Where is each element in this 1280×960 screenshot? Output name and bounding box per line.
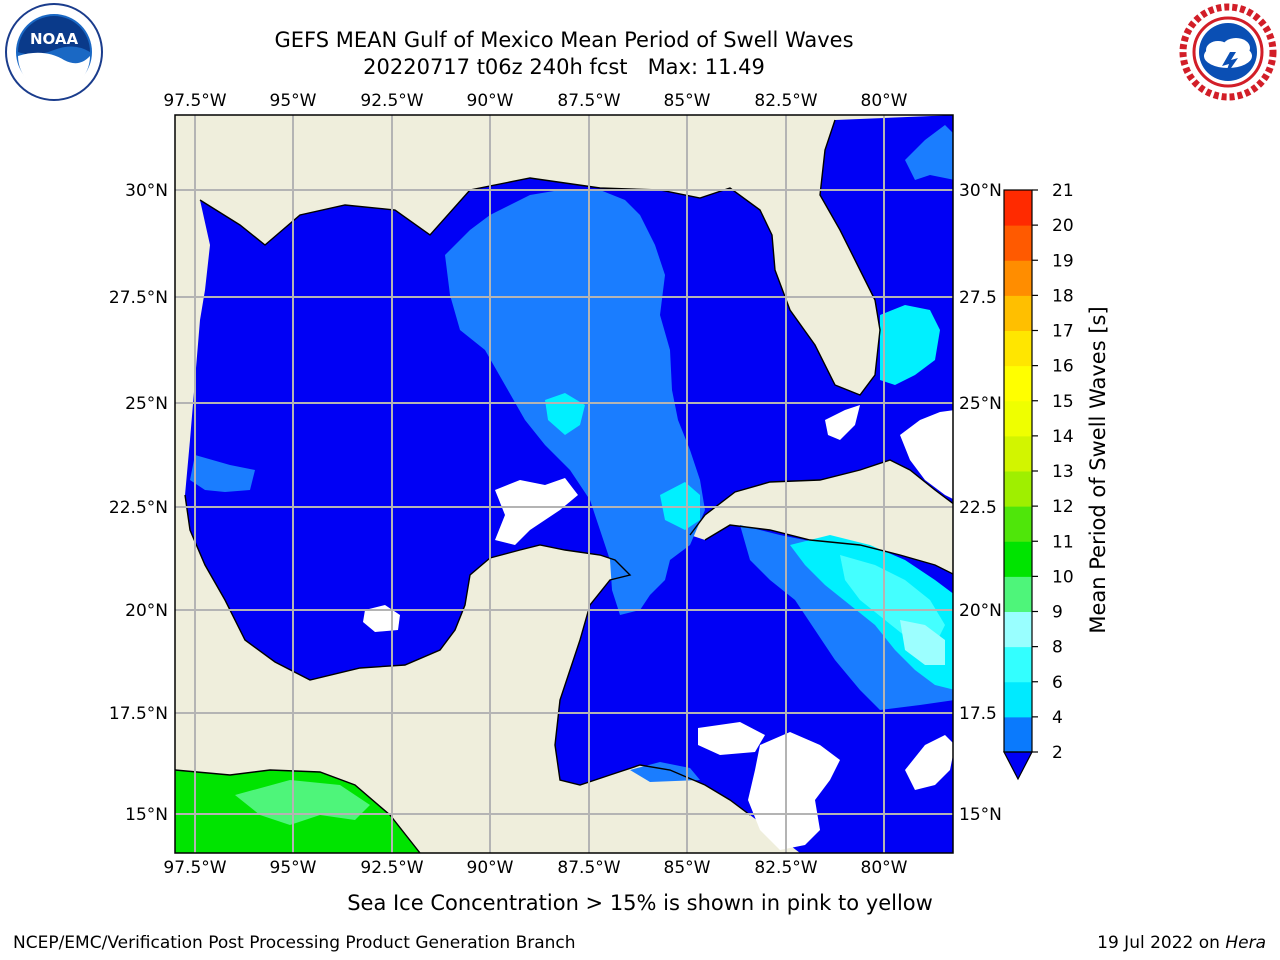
lon-label-bottom: 90°W — [467, 858, 514, 878]
colorbar-segment — [1004, 541, 1032, 577]
colorbar: 2 4 6 8 9 10 11 12 13 14 15 16 17 18 19 20 21 — [1003, 181, 1074, 781]
noaa-logo-text: NOAA — [30, 30, 79, 48]
footer-credit: NCEP/EMC/Verification Post Processing Pr… — [13, 933, 576, 953]
colorbar-tick-label: 19 — [1052, 251, 1074, 271]
lat-labels-right: 30°N 27.5 25°N 22.5 20°N 17.5 15°N — [959, 181, 1002, 825]
band-4-6-florida — [880, 305, 940, 385]
colorbar-tick-label: 18 — [1052, 286, 1074, 306]
band-2-4-west — [190, 455, 255, 492]
colorbar-segment — [1004, 681, 1032, 718]
nodata-patch-campeche — [363, 605, 400, 632]
map-frame — [174, 114, 954, 854]
lon-label-top: 95°W — [270, 91, 317, 111]
colorbar-segment — [1004, 716, 1032, 753]
colorbar-tick-label: 17 — [1052, 322, 1074, 342]
band-2-4-atlantic — [905, 125, 953, 180]
colorbar-extend-arrow — [1003, 751, 1033, 781]
colorbar-tick-label: 13 — [1052, 462, 1074, 482]
band-8-9-caribbean — [900, 620, 945, 665]
colorbar-tick-label: 16 — [1052, 357, 1074, 377]
colorbar-tick-label: 8 — [1052, 638, 1063, 658]
footer-host: Hera — [1225, 933, 1266, 953]
band-2-4-caribbean — [740, 525, 953, 710]
colorbar-tick-label: 6 — [1052, 673, 1063, 693]
colorbar-tick-label: 12 — [1052, 497, 1074, 517]
sea-ice-note: Sea Ice Concentration > 15% is shown in … — [347, 891, 933, 915]
lon-label-bottom: 82.5°W — [754, 858, 817, 878]
lon-label-top: 97.5°W — [163, 91, 226, 111]
colorbar-segment — [1004, 611, 1032, 648]
lon-label-bottom: 80°W — [861, 858, 908, 878]
colorbar-segment — [1004, 435, 1032, 472]
lat-label-left: 20°N — [125, 601, 168, 621]
colorbar-segment — [1004, 295, 1032, 331]
colorbar-tick-label: 9 — [1052, 603, 1063, 623]
lat-label-left: 30°N — [125, 181, 168, 201]
colorbar-segment — [1004, 260, 1032, 296]
lon-labels-top: 97.5°W 95°W 92.5°W 90°W 87.5°W 85°W 82.5°W 80°W — [163, 91, 907, 111]
gridlines — [175, 115, 953, 853]
lon-label-top: 87.5°W — [557, 91, 620, 111]
colorbar-tick-label: 14 — [1052, 427, 1074, 447]
colorbar-tick-label: 11 — [1052, 532, 1074, 552]
colorbar-tick-label: 21 — [1052, 181, 1074, 201]
nodata-patch-caribbean-3 — [905, 735, 953, 790]
colorbar-segment — [1004, 225, 1032, 261]
colorbar-segment — [1004, 646, 1032, 683]
lat-label-right: 22.5 — [959, 498, 997, 518]
lat-label-left: 15°N — [125, 805, 168, 825]
lon-label-top: 82.5°W — [754, 91, 817, 111]
colorbar-label: Mean Period of Swell Waves [s] — [1086, 306, 1110, 634]
colorbar-segment — [1004, 506, 1032, 542]
lat-label-right: 20°N — [959, 601, 1002, 621]
lon-label-top: 90°W — [467, 91, 514, 111]
nodata-patch-caribbean-1 — [698, 722, 765, 755]
lat-label-right: 25°N — [959, 394, 1002, 414]
lat-label-right: 30°N — [959, 181, 1002, 201]
lat-label-left: 25°N — [125, 394, 168, 414]
map-subtitle: 20220717 t06z 240h fcst Max: 11.49 — [363, 55, 765, 79]
lat-label-right: 17.5 — [959, 704, 997, 724]
lat-label-right: 27.5 — [959, 288, 997, 308]
lat-labels-left: 30°N 27.5°N 25°N 22.5°N 20°N 17.5°N 15°N — [109, 181, 168, 825]
colorbar-tick-label: 15 — [1052, 392, 1074, 412]
colorbar-segment — [1004, 190, 1032, 226]
colorbar-segment — [1004, 471, 1032, 507]
colorbar-segment — [1004, 365, 1032, 402]
band-6-8-caribbean — [840, 555, 945, 645]
footer-date: 19 Jul 2022 on Hera — [1097, 933, 1266, 953]
colorbar-tick-label: 20 — [1052, 216, 1074, 236]
lon-label-bottom: 95°W — [270, 858, 317, 878]
lon-label-bottom: 85°W — [664, 858, 711, 878]
map-title: GEFS MEAN Gulf of Mexico Mean Period of … — [274, 28, 854, 52]
footer-date-text: 19 Jul 2022 on — [1097, 933, 1226, 953]
noaa-logo: NOAA — [5, 3, 103, 101]
lat-label-left: 22.5°N — [109, 498, 168, 518]
nodata-patch-caribbean-2 — [748, 732, 840, 850]
lon-label-bottom: 87.5°W — [557, 858, 620, 878]
colorbar-tick-label: 4 — [1052, 708, 1063, 728]
colorbar-tick-label: 10 — [1052, 567, 1074, 587]
lat-label-right: 15°N — [959, 805, 1002, 825]
colorbar-segment — [1004, 330, 1032, 367]
lon-label-top: 85°W — [664, 91, 711, 111]
lon-label-top: 92.5°W — [360, 91, 423, 111]
map-area — [175, 115, 953, 853]
lat-label-left: 27.5°N — [109, 288, 168, 308]
lon-label-top: 80°W — [861, 91, 908, 111]
lon-label-bottom: 92.5°W — [360, 858, 423, 878]
nodata-patch-bahamas — [900, 410, 953, 499]
nws-logo — [1179, 3, 1277, 101]
colorbar-tick-label: 2 — [1052, 743, 1063, 763]
lon-labels-bottom: 97.5°W 95°W 92.5°W 90°W 87.5°W 85°W 82.5°W 80°W — [163, 858, 907, 878]
colorbar-segment — [1004, 576, 1032, 612]
lon-label-bottom: 97.5°W — [163, 858, 226, 878]
lat-label-left: 17.5°N — [109, 704, 168, 724]
band-2-4-south — [630, 762, 700, 782]
colorbar-segment — [1004, 400, 1032, 437]
nodata-patch-yucatan — [495, 478, 578, 545]
nodata-patch-florida-keys — [825, 405, 860, 440]
